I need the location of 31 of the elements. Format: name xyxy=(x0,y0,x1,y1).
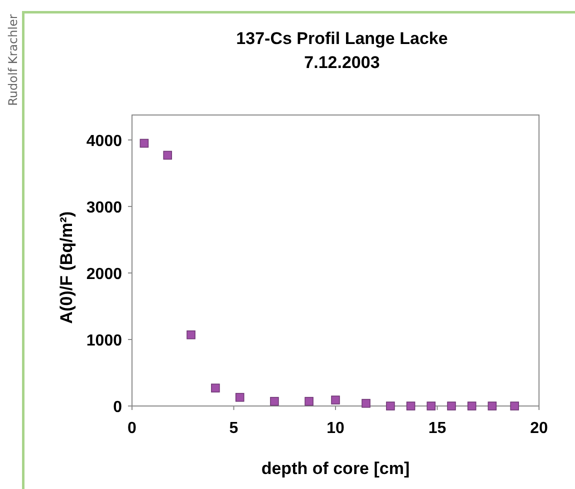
point xyxy=(140,138,149,148)
x-tick-label: 10 xyxy=(326,420,344,437)
point xyxy=(426,402,436,410)
point xyxy=(211,384,220,392)
text: Rudolf Krachler xyxy=(6,14,20,106)
point xyxy=(235,392,244,402)
x-tick-label: 0 xyxy=(128,420,137,437)
point xyxy=(270,396,279,406)
y-tick-label: 3000 xyxy=(86,199,122,216)
y-tick-label: 2000 xyxy=(86,266,122,283)
point xyxy=(447,402,456,410)
point xyxy=(163,150,172,160)
y-tick-label: 0 xyxy=(113,399,122,416)
point xyxy=(467,402,476,410)
y-tick-label: 4000 xyxy=(86,132,122,150)
point xyxy=(304,396,314,406)
x-tick-label: 5 xyxy=(229,420,238,437)
chart-subtitle: 7.12.2003 xyxy=(304,53,380,72)
point xyxy=(406,402,416,410)
point xyxy=(510,402,519,410)
x-axis-title: depth of core [cm] xyxy=(261,459,410,478)
chart-title: 137-Cs Profil Lange Lacke xyxy=(236,29,448,48)
point xyxy=(362,398,370,408)
point xyxy=(331,396,340,404)
point xyxy=(186,330,196,340)
point xyxy=(488,402,497,410)
y-axis-title: A(0)/F (Bq/m²) xyxy=(57,211,76,324)
x-tick-label: 20 xyxy=(530,420,548,437)
point xyxy=(386,402,395,410)
x-tick-label: 15 xyxy=(428,420,446,437)
y-tick-label: 1000 xyxy=(86,332,122,350)
